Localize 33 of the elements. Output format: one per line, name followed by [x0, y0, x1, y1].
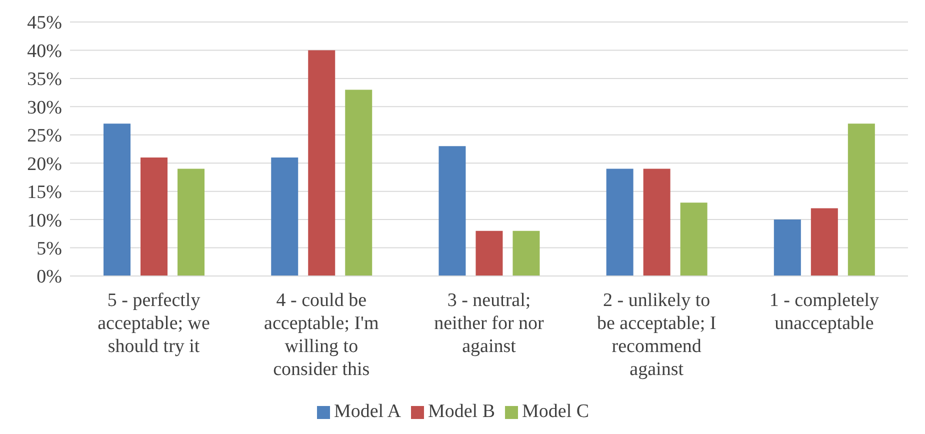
x-tick-label: 4 - could be acceptable; I'm willing to consider this: [264, 290, 379, 380]
bar: [308, 50, 336, 276]
bar: [271, 157, 298, 276]
bar: [512, 230, 540, 276]
bar: [140, 157, 168, 276]
bar: [345, 90, 372, 276]
x-tick-label: 5 - perfectly acceptable; we should try it: [98, 290, 210, 357]
y-tick-label: 35%: [27, 69, 62, 90]
legend-label: Model B: [428, 401, 496, 422]
y-tick-label: 20%: [27, 154, 62, 175]
y-tick-label: 40%: [27, 40, 62, 62]
y-tick-label: 5%: [36, 238, 62, 260]
legend-label: Model A: [334, 401, 401, 422]
bar: [680, 202, 708, 276]
y-tick-label: 10%: [27, 210, 62, 232]
bar: [643, 168, 670, 276]
y-tick-label: 45%: [27, 12, 62, 34]
y-tick-label: 25%: [27, 126, 62, 147]
y-tick-label: 30%: [27, 97, 62, 118]
bar: [438, 146, 466, 276]
bar: [810, 208, 838, 276]
y-tick-label: 15%: [27, 182, 62, 204]
x-tick-label: 1 - completely unacceptable: [769, 290, 880, 334]
bar: [606, 168, 634, 276]
legend-label: Model C: [522, 401, 590, 422]
bar: [178, 168, 205, 276]
bar: [848, 124, 875, 276]
bar: [476, 230, 503, 276]
x-tick-label: 3 - neutral; neither for nor against: [434, 290, 545, 357]
x-tick-label: 2 - unlikely to be acceptable; I recommend against: [597, 290, 716, 380]
bar: [104, 124, 131, 276]
y-tick-label: 0%: [36, 266, 62, 288]
bar: [774, 220, 801, 276]
